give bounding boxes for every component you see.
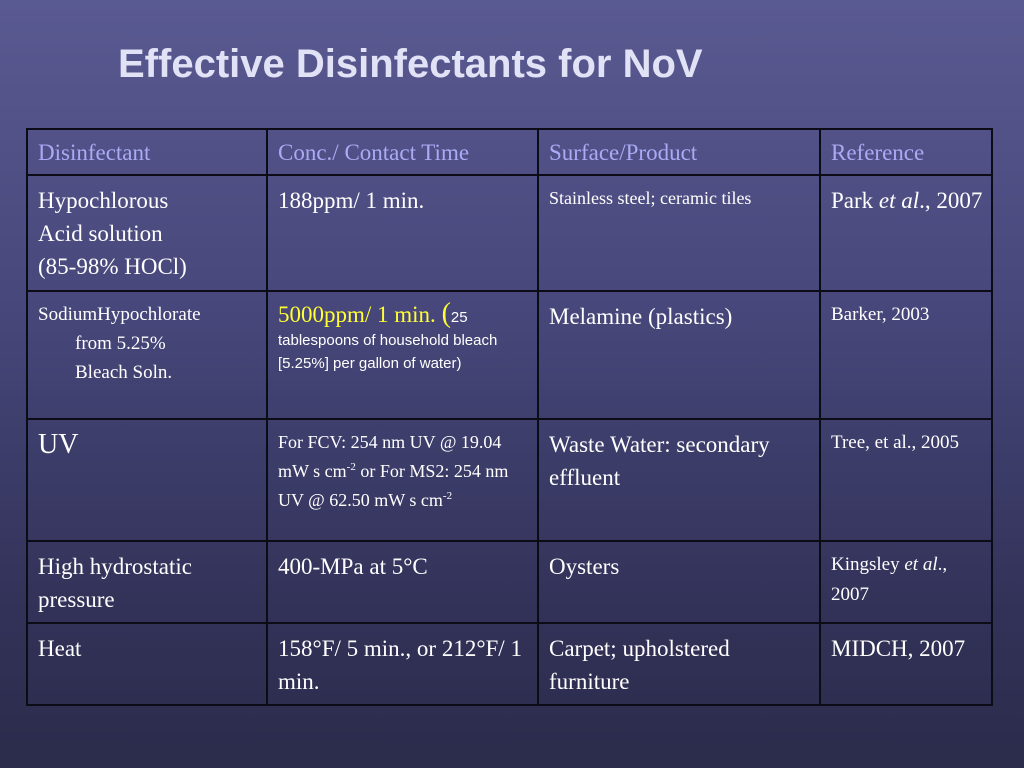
ref-author: Kingsley	[831, 554, 905, 575]
cell-line: from 5.25%	[75, 333, 166, 354]
cell-reference: Kingsley et al., 2007	[819, 540, 993, 624]
cell-line: (85-98% HOCl)	[38, 254, 187, 279]
table-row: Heat 158°F/ 5 min., or 212°F/ 1 min. Car…	[26, 622, 993, 706]
cell-line: SodiumHypochlorate	[38, 304, 201, 325]
conc-superscript: -2	[346, 461, 356, 473]
cell-conc: 158°F/ 5 min., or 212°F/ 1 min.	[266, 622, 539, 706]
cell-surface: Carpet; upholstered furniture	[537, 622, 821, 706]
header-surface-product: Surface/Product	[537, 128, 821, 176]
conc-main: 5000ppm/ 1 min.	[278, 302, 442, 327]
ref-year: ., 2007	[831, 554, 948, 605]
table-row: SodiumHypochlorate from 5.25% Bleach Soln.…	[26, 290, 993, 420]
conc-note: 25 tablespoons of household bleach [5.25…	[278, 309, 498, 372]
table-row: UV For FCV: 254 nm UV @ 19.04 mW s cm-2 …	[26, 418, 993, 542]
ref-author: Park	[831, 188, 879, 213]
header-reference: Reference	[819, 128, 993, 176]
cell-surface: Waste Water: secondary effluent	[537, 418, 821, 542]
cell-surface: Melamine (plastics)	[537, 290, 821, 420]
cell-conc: 188ppm/ 1 min.	[266, 174, 539, 292]
cell-conc: 400-MPa at 5°C	[266, 540, 539, 624]
table-row: Hypochlorous Acid solution (85-98% HOCl) 1…	[26, 174, 993, 292]
header-disinfectant: Disinfectant	[26, 128, 268, 176]
cell-conc: For FCV: 254 nm UV @ 19.04 mW s cm-2 or …	[266, 418, 539, 542]
cell-line: Bleach Soln.	[75, 362, 173, 383]
cell-surface: Stainless steel; ceramic tiles	[537, 174, 821, 292]
cell-reference: Tree, et al., 2005	[819, 418, 993, 542]
cell-disinfectant: UV	[26, 418, 268, 542]
cell-disinfectant: Heat	[26, 622, 268, 706]
conc-part: or For MS2: 254 nm UV @ 62.50 mW s cm	[278, 461, 509, 510]
table-header-row: Disinfectant Conc./ Contact Time Surface…	[26, 128, 993, 176]
cell-reference: Barker, 2003	[819, 290, 993, 420]
table-row: High hydrostatic pressure 400-MPa at 5°C…	[26, 540, 993, 624]
cell-disinfectant: Hypochlorous Acid solution (85-98% HOCl)	[26, 174, 268, 292]
cell-line: Hypochlorous	[38, 188, 169, 213]
cell-conc: 5000ppm/ 1 min. (25 tablespoons of house…	[266, 290, 539, 420]
cell-disinfectant: High hydrostatic pressure	[26, 540, 268, 624]
cell-surface: Oysters	[537, 540, 821, 624]
conc-paren: (	[441, 298, 451, 329]
cell-disinfectant: SodiumHypochlorate from 5.25% Bleach Soln.	[26, 290, 268, 420]
cell-reference: MIDCH, 2007	[819, 622, 993, 706]
ref-etal: et al	[904, 554, 938, 575]
ref-etal: et al	[878, 188, 920, 213]
cell-line: Acid solution	[38, 221, 163, 246]
header-conc-contact-time: Conc./ Contact Time	[266, 128, 539, 176]
slide-title: Effective Disinfectants for NoV	[118, 42, 703, 86]
disinfectant-table: Disinfectant Conc./ Contact Time Surface…	[26, 128, 993, 706]
conc-part: For FCV: 254 nm UV @ 19.04 mW s cm	[278, 432, 502, 481]
conc-superscript: -2	[442, 490, 453, 502]
ref-year: ., 2007	[919, 188, 983, 213]
cell-reference: Park et al., 2007	[819, 174, 993, 292]
